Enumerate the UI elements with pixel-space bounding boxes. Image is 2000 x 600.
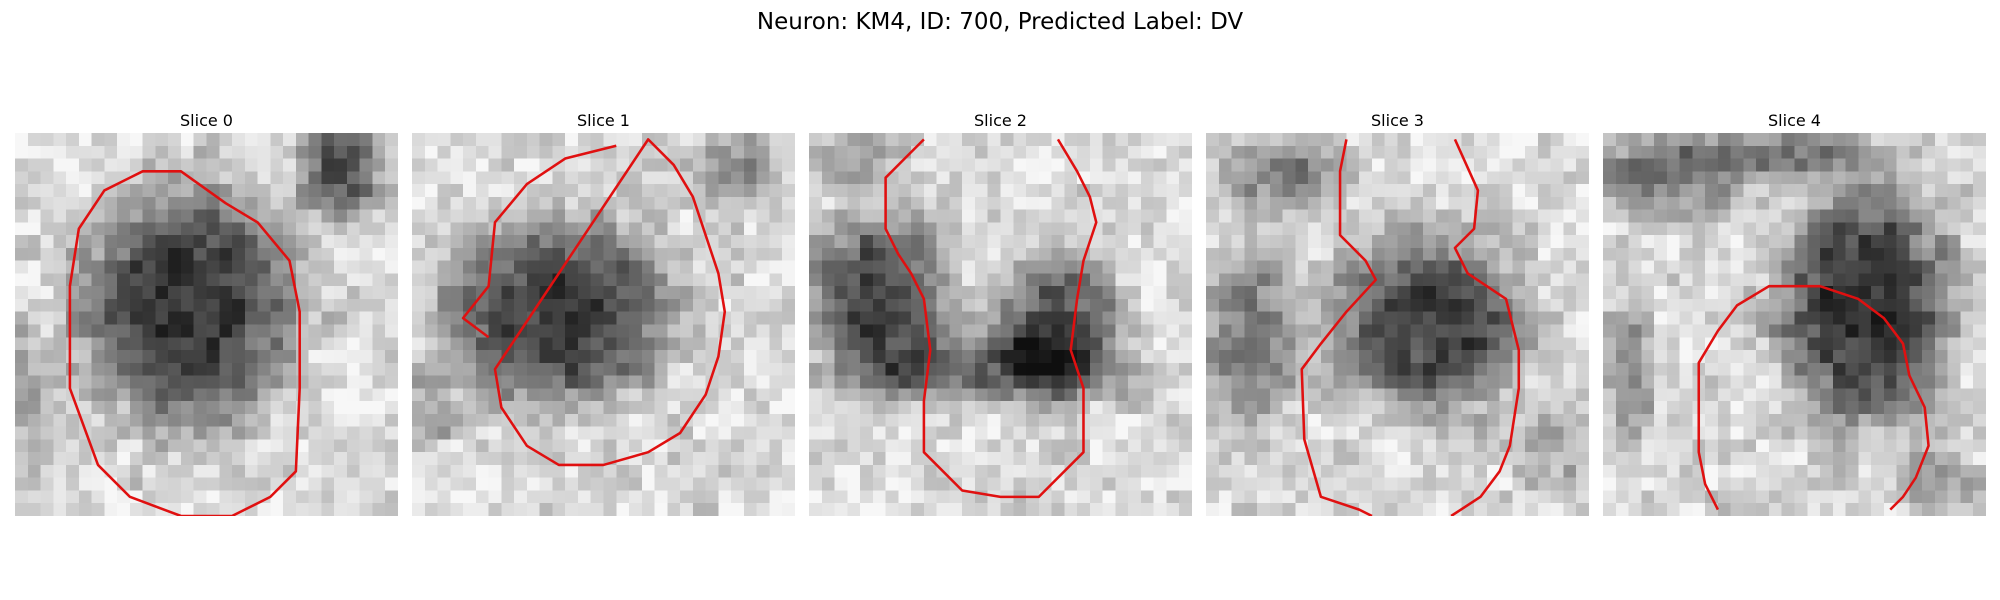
- segmentation-contour: [884, 138, 1098, 499]
- slice-image: [1206, 133, 1589, 516]
- figure-title: Neuron: KM4, ID: 700, Predicted Label: D…: [756, 9, 1244, 35]
- pixel-grid: [1206, 133, 1589, 516]
- segmentation-contour: [461, 138, 727, 467]
- slice-title: Slice 1: [577, 111, 630, 130]
- slice-image: [1603, 133, 1986, 516]
- slice-image: [412, 133, 795, 516]
- slice-panel-4: Slice 4: [1603, 110, 1986, 516]
- segmentation-contour: [1300, 138, 1521, 516]
- segmentation-contour: [1697, 284, 1930, 511]
- slice-panel-2: Slice 2: [809, 110, 1192, 516]
- pixel-grid: [809, 133, 1192, 516]
- slice-panel-1: Slice 1: [412, 110, 795, 516]
- slice-image: [809, 133, 1192, 516]
- pixel-grid: [1603, 133, 1986, 516]
- pixel-grid: [15, 133, 398, 516]
- slice-title: Slice 3: [1371, 111, 1424, 130]
- slice-image: [15, 133, 398, 516]
- slice-title: Slice 4: [1768, 111, 1821, 130]
- slice-title: Slice 2: [974, 111, 1027, 130]
- slice-panel-0: Slice 0: [15, 110, 398, 516]
- slice-panel-3: Slice 3: [1206, 110, 1589, 516]
- slice-title: Slice 0: [180, 111, 233, 130]
- pixel-grid: [412, 133, 795, 516]
- segmentation-contour: [68, 170, 301, 516]
